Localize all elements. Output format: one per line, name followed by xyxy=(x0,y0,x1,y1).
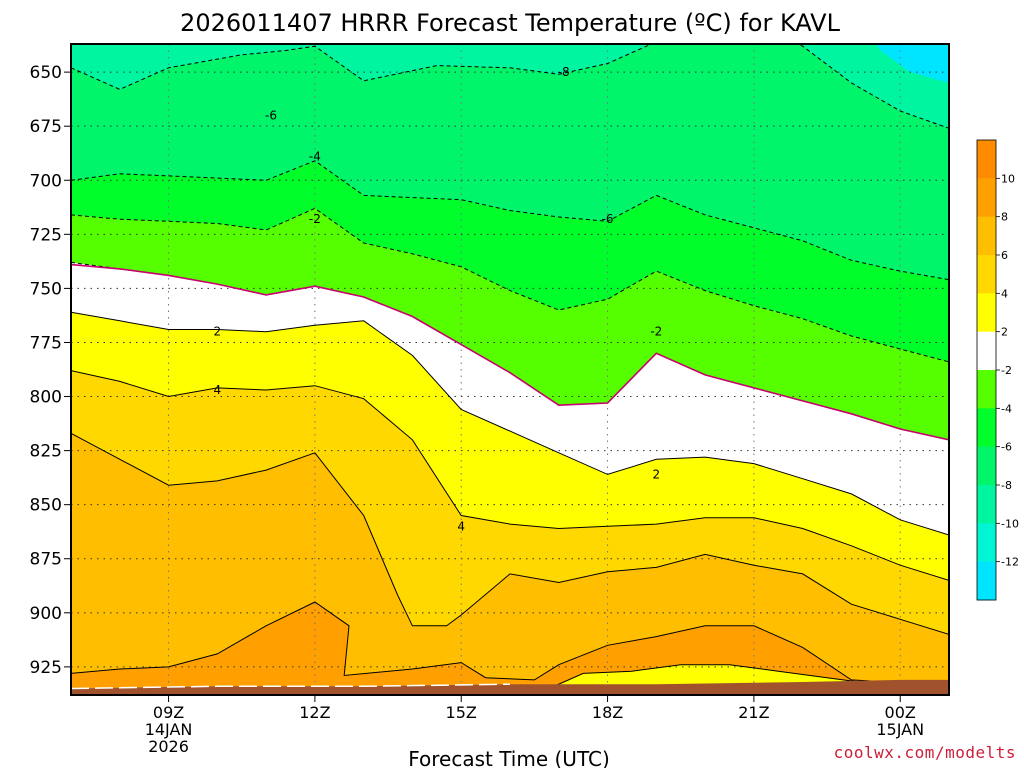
colorbar-tick-label-6: 6 xyxy=(1001,249,1008,262)
contour-label-7: 4 xyxy=(214,383,222,397)
x-tick-label-9-2: 2026 xyxy=(148,737,189,756)
x-tick-label-15-0: 15Z xyxy=(446,703,477,722)
fill-region-coldest xyxy=(876,44,949,83)
contour-label-9: 4 xyxy=(457,519,465,533)
x-tick-label-9-1: 14JAN xyxy=(145,720,193,739)
contour-label-0: -8 xyxy=(558,65,570,79)
colorbar: 10 8 6 4 2 -2 -4 -6 -8 -10 -12 xyxy=(976,139,1019,601)
x-tick-label-12-0: 12Z xyxy=(299,703,330,722)
isotherm-8 xyxy=(71,601,949,685)
colorbar-tick-label--2: -2 xyxy=(1001,364,1012,377)
fill-region--6 xyxy=(71,44,949,280)
grid-lines xyxy=(71,44,949,695)
colorbar-tick-label--10: -10 xyxy=(1001,517,1019,530)
ground-edge xyxy=(71,683,511,690)
colorbar-tick-label--12: -12 xyxy=(1001,556,1019,569)
colorbar-band-4 xyxy=(977,255,996,294)
y-tick-label-850: 850 xyxy=(30,496,62,516)
isotherm-2 xyxy=(71,311,949,536)
colorbar-band-10 xyxy=(977,140,996,179)
y-tick-label-675: 675 xyxy=(30,117,62,137)
y-tick-label-700: 700 xyxy=(30,171,62,191)
y-tick-label-800: 800 xyxy=(30,388,62,408)
x-tick-label-18-0: 18Z xyxy=(592,703,623,722)
y-axis: 650 675 700 725 750 775 800 825 850 875 900 925 xyxy=(30,63,71,678)
contour-label-8: 2 xyxy=(653,467,661,481)
y-tick-label-925: 925 xyxy=(30,658,62,678)
contour-label-1: -6 xyxy=(265,108,277,122)
contour-labels: -8 -6 -4 -2 -6 -2 2 4 2 4 xyxy=(214,65,663,533)
chart-title: 2026011407 HRRR Forecast Temperature (ºC… xyxy=(180,9,841,37)
colorbar-tick-label-4: 4 xyxy=(1001,287,1008,300)
x-axis-label: Forecast Time (UTC) xyxy=(408,747,610,768)
plot-frame xyxy=(70,43,950,696)
colorbar-band-6 xyxy=(977,216,996,256)
isotherm-4 xyxy=(71,370,949,581)
colorbar-band-2 xyxy=(977,293,996,333)
y-tick-label-750: 750 xyxy=(30,279,62,299)
isotherm--8 xyxy=(71,44,949,129)
credit-text: coolwx.com/modelts xyxy=(834,743,1016,762)
x-tick-label-9-0: 09Z xyxy=(153,703,184,722)
y-tick-label-650: 650 xyxy=(30,63,62,83)
y-tick-label-725: 725 xyxy=(30,225,62,245)
colorbar-tick-label--6: -6 xyxy=(1001,441,1012,454)
freezing-isotherm xyxy=(71,263,949,441)
colorbar-band--14 xyxy=(977,561,996,601)
y-tick-label-900: 900 xyxy=(30,604,62,624)
colorbar-tick-label-2: 2 xyxy=(1001,326,1008,339)
colorbar-band-8 xyxy=(977,178,996,218)
colorbar-tick-label-10: 10 xyxy=(1001,172,1015,185)
colorbar-band--8 xyxy=(977,446,996,486)
colorbar-tick-label--4: -4 xyxy=(1001,402,1012,415)
y-tick-label-875: 875 xyxy=(30,550,62,570)
colorbar-band--12 xyxy=(977,523,996,563)
x-tick-label-21-0: 21Z xyxy=(738,703,769,722)
y-tick-label-775: 775 xyxy=(30,333,62,353)
ground-surface xyxy=(71,679,949,695)
x-tick-label-24-0: 00Z xyxy=(885,703,916,722)
fill-region--8 xyxy=(71,44,949,129)
colorbar-band--2 xyxy=(977,331,996,371)
contour-label-2: -4 xyxy=(309,149,321,163)
colorbar-band--4 xyxy=(977,370,996,409)
colorbar-band--10 xyxy=(977,485,996,524)
contour-label-5: -2 xyxy=(650,325,662,339)
isotherm-6 xyxy=(71,432,949,635)
isotherm--4 xyxy=(71,207,949,363)
contour-label-3: -2 xyxy=(309,212,321,226)
colorbar-tick-label-8: 8 xyxy=(1001,211,1008,224)
isotherm--6 xyxy=(71,160,949,281)
colorbar-band--6 xyxy=(977,408,996,448)
x-tick-label-24-1: 15JAN xyxy=(876,720,924,739)
plot-area: -8 -6 -4 -2 -6 -2 2 4 2 4 xyxy=(71,44,949,695)
contour-label-4: -6 xyxy=(602,212,614,226)
y-tick-label-825: 825 xyxy=(30,442,62,462)
temperature-fills xyxy=(71,44,949,695)
contour-label-6: 2 xyxy=(214,325,222,339)
colorbar-tick-label--8: -8 xyxy=(1001,479,1012,492)
